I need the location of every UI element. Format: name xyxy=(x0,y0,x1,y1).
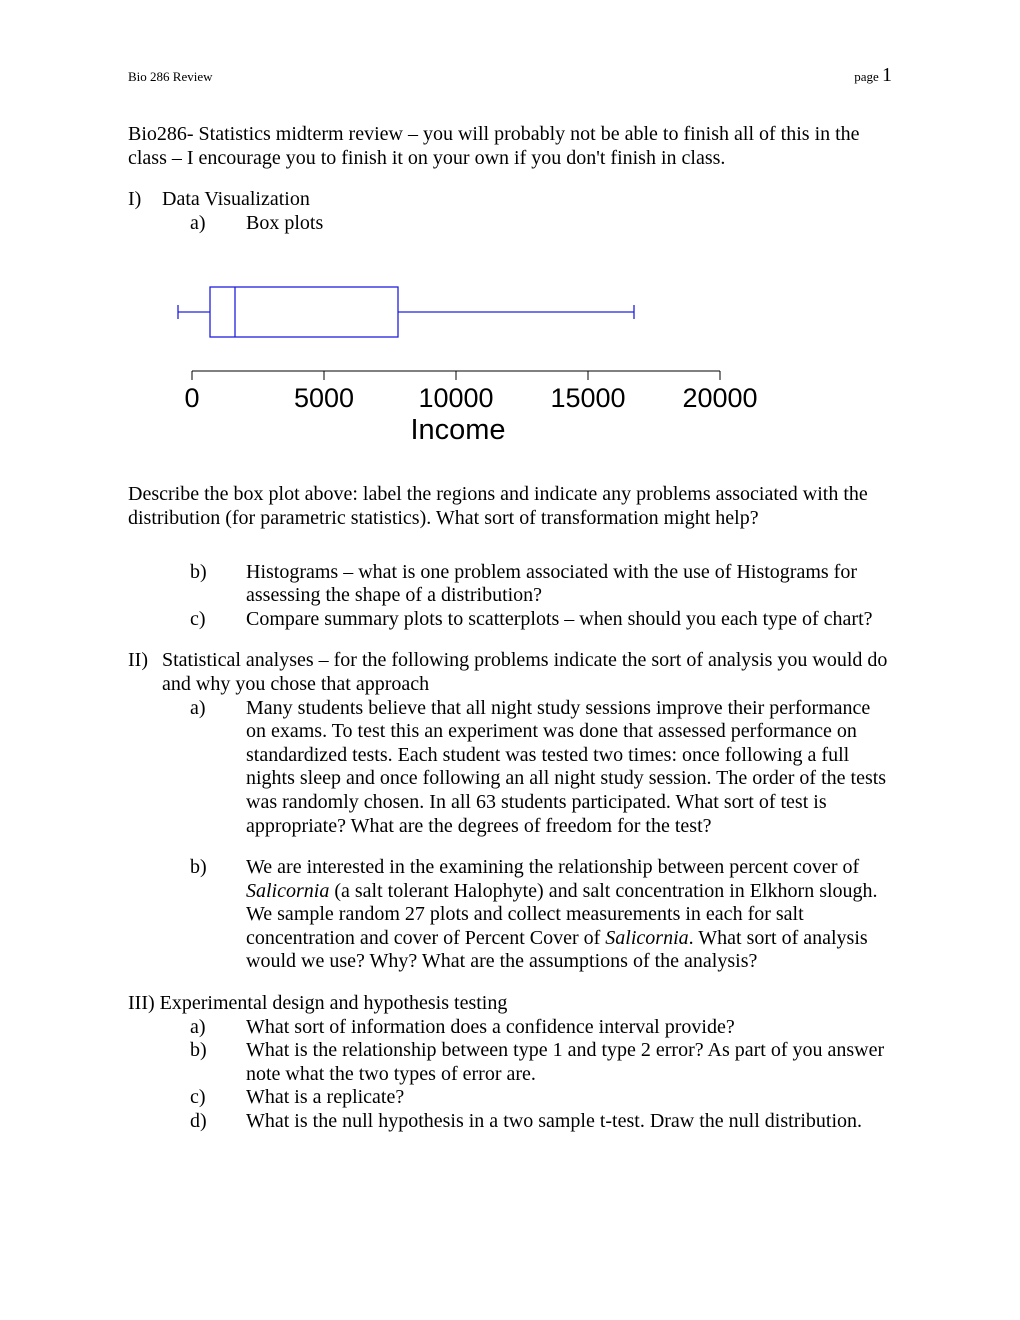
section-II-marker: II) xyxy=(128,649,162,696)
III-a: a) What sort of information does a confi… xyxy=(190,1016,892,1040)
page-header: Bio 286 Review page 1 xyxy=(128,64,892,87)
boxplot-figure: 0 5000 10000 15000 20000 Income xyxy=(158,253,892,453)
I-a-marker: a) xyxy=(190,212,246,236)
III-c: c) What is a replicate? xyxy=(190,1086,892,1110)
svg-text:0: 0 xyxy=(184,383,199,413)
I-b-marker: b) xyxy=(190,561,246,608)
section-III-title: Experimental design and hypothesis testi… xyxy=(160,992,508,1014)
II-b: b) We are interested in the examining th… xyxy=(190,856,892,974)
header-right: page 1 xyxy=(854,64,892,87)
I-a-text: Box plots xyxy=(246,212,892,236)
II-a-marker: a) xyxy=(190,697,246,839)
III-b-text: What is the relationship between type 1 … xyxy=(246,1039,892,1086)
section-I: I) Data Visualization xyxy=(128,188,892,212)
section-II: II) Statistical analyses – for the follo… xyxy=(128,649,892,696)
III-d-text: What is the null hypothesis in a two sam… xyxy=(246,1110,892,1134)
II-a-text: Many students believe that all night stu… xyxy=(246,697,892,839)
intro-paragraph: Bio286- Statistics midterm review – you … xyxy=(128,123,892,170)
svg-text:20000: 20000 xyxy=(682,383,757,413)
body: Bio286- Statistics midterm review – you … xyxy=(128,123,892,1134)
svg-text:5000: 5000 xyxy=(294,383,354,413)
III-d: d) What is the null hypothesis in a two … xyxy=(190,1110,892,1134)
III-c-text: What is a replicate? xyxy=(246,1086,892,1110)
header-left: Bio 286 Review xyxy=(128,69,213,85)
I-c: c) Compare summary plots to scatterplots… xyxy=(190,608,892,632)
section-II-title: Statistical analyses – for the following… xyxy=(162,649,892,696)
boxplot-svg: 0 5000 10000 15000 20000 Income xyxy=(158,253,768,453)
III-a-text: What sort of information does a confiden… xyxy=(246,1016,892,1040)
boxplot-question: Describe the box plot above: label the r… xyxy=(128,483,892,530)
I-c-marker: c) xyxy=(190,608,246,632)
svg-text:Income: Income xyxy=(410,414,505,446)
III-b-marker: b) xyxy=(190,1039,246,1086)
I-a: a) Box plots xyxy=(190,212,892,236)
I-b-text: Histograms – what is one problem associa… xyxy=(246,561,892,608)
II-b-marker: b) xyxy=(190,856,246,974)
III-c-marker: c) xyxy=(190,1086,246,1110)
II-a: a) Many students believe that all night … xyxy=(190,697,892,839)
III-b: b) What is the relationship between type… xyxy=(190,1039,892,1086)
svg-text:10000: 10000 xyxy=(418,383,493,413)
section-I-marker: I) xyxy=(128,188,162,212)
II-b-text: We are interested in the examining the r… xyxy=(246,856,892,974)
section-III: III) Experimental design and hypothesis … xyxy=(128,992,892,1016)
section-III-marker: III) xyxy=(128,992,155,1016)
I-c-text: Compare summary plots to scatterplots – … xyxy=(246,608,892,632)
III-a-marker: a) xyxy=(190,1016,246,1040)
section-I-title: Data Visualization xyxy=(162,188,892,212)
page: Bio 286 Review page 1 Bio286- Statistics… xyxy=(0,0,1020,1320)
III-d-marker: d) xyxy=(190,1110,246,1134)
I-b: b) Histograms – what is one problem asso… xyxy=(190,561,892,608)
svg-text:15000: 15000 xyxy=(550,383,625,413)
